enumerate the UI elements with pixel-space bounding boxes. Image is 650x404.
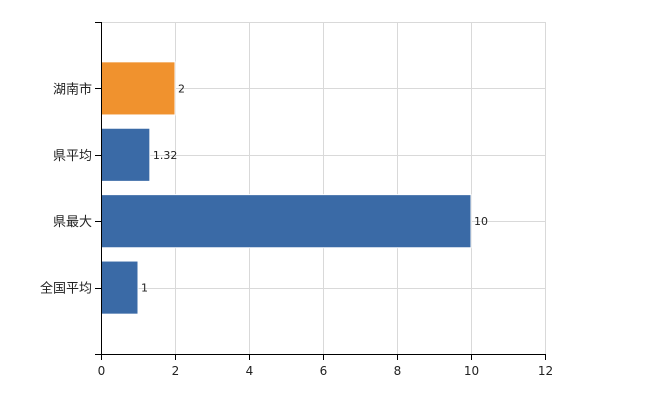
category-label: 全国平均 — [40, 281, 92, 297]
x-tick-label: 8 — [394, 364, 402, 378]
bar-value-label: 10 — [474, 215, 488, 228]
bar — [100, 127, 151, 182]
category-label: 県最大 — [53, 215, 92, 230]
x-tick-label: 0 — [98, 364, 106, 378]
labels: 2 湖南市 1.32 県平均 10 県最大 1 全国平均 0 2 4 6 8 10 12 — [40, 81, 553, 378]
bar-value-label: 1.32 — [153, 149, 178, 162]
x-tick-label: 2 — [172, 364, 180, 378]
x-tick-label: 6 — [320, 364, 328, 378]
axes — [95, 22, 546, 360]
x-tick-label: 12 — [538, 364, 553, 378]
bar — [100, 194, 472, 249]
bars — [100, 61, 472, 315]
bar — [100, 260, 139, 315]
category-label: 湖南市 — [53, 81, 92, 97]
bar-value-label: 2 — [178, 82, 185, 95]
category-label: 県平均 — [53, 149, 92, 164]
x-tick-label: 10 — [464, 364, 479, 378]
bar — [100, 61, 176, 116]
bar-value-label: 1 — [141, 282, 148, 295]
x-tick-label: 4 — [246, 364, 254, 378]
